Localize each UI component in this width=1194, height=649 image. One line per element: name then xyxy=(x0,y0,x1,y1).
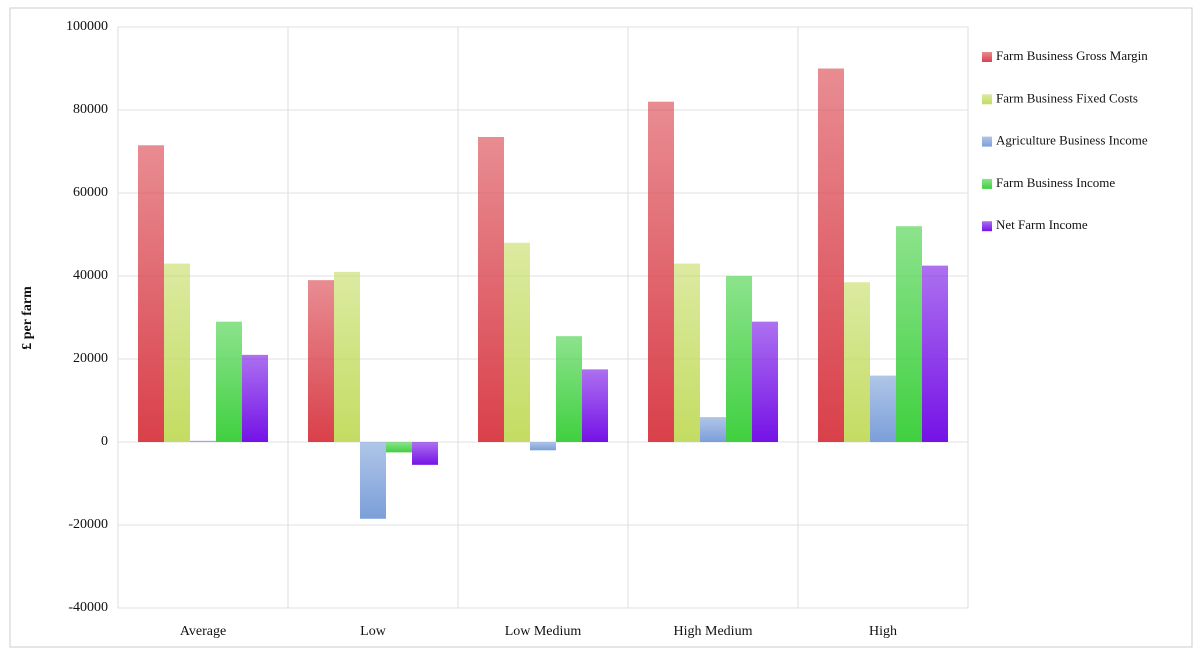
legend-swatch xyxy=(982,221,992,232)
legend-text: Agriculture Business Income xyxy=(996,133,1148,148)
bar xyxy=(556,336,582,442)
legend-swatch xyxy=(982,94,992,105)
x-tick-label: Low xyxy=(360,624,387,639)
x-tick-label: Average xyxy=(180,624,226,639)
y-tick-label: 20000 xyxy=(73,351,108,366)
legend-text: Farm Business Income xyxy=(996,175,1115,190)
x-tick-label: High xyxy=(869,624,897,639)
bar xyxy=(190,440,216,442)
legend-text: Farm Business Gross Margin xyxy=(996,48,1148,63)
y-tick-label: 80000 xyxy=(73,102,108,117)
bar xyxy=(334,271,360,442)
y-axis-label: £ per farm xyxy=(20,286,35,350)
bar xyxy=(360,442,386,519)
bar xyxy=(648,101,674,442)
y-tick-label: 60000 xyxy=(73,185,108,200)
x-tick-label: High Medium xyxy=(674,624,753,639)
y-tick-label: -40000 xyxy=(68,600,108,615)
legend-swatch xyxy=(982,178,992,189)
bar xyxy=(726,276,752,442)
bar xyxy=(308,280,334,442)
bar xyxy=(752,321,778,442)
legend-text: Farm Business Fixed Costs xyxy=(996,90,1138,105)
bar xyxy=(896,226,922,442)
bar xyxy=(164,263,190,442)
bar xyxy=(870,375,896,442)
bar xyxy=(478,136,504,442)
y-tick-label: -20000 xyxy=(68,517,108,532)
bar xyxy=(674,263,700,442)
bar xyxy=(504,242,530,442)
bar xyxy=(386,442,412,453)
bar xyxy=(582,369,608,442)
bar xyxy=(138,145,164,442)
y-tick-label: 100000 xyxy=(66,19,108,34)
legend-text: Net Farm Income xyxy=(996,217,1088,232)
y-tick-label: 0 xyxy=(101,434,108,449)
legend-swatch xyxy=(982,52,992,62)
x-tick-label: Low Medium xyxy=(505,624,582,639)
legend-swatch xyxy=(982,136,992,147)
bar xyxy=(844,282,870,442)
bar xyxy=(216,321,242,442)
bar xyxy=(922,265,948,442)
bar xyxy=(412,442,438,465)
bar xyxy=(530,442,556,451)
bar xyxy=(700,417,726,442)
bar xyxy=(242,354,268,442)
bar xyxy=(818,68,844,442)
chart-border xyxy=(9,7,1193,648)
y-tick-label: 40000 xyxy=(73,268,108,283)
